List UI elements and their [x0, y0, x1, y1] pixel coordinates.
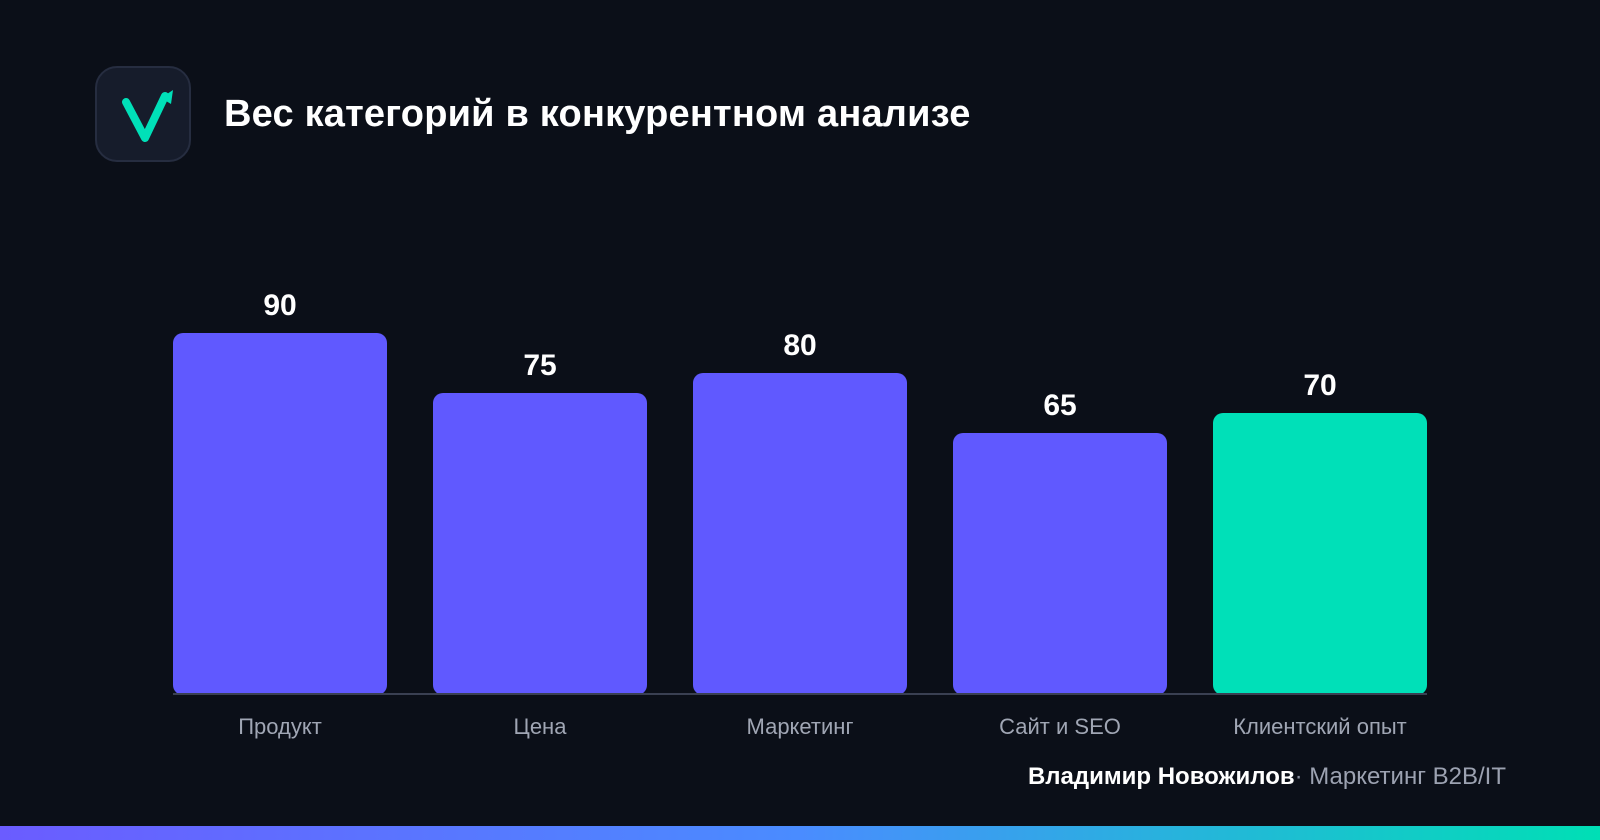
gradient-stripe [0, 826, 1600, 840]
bar [173, 333, 387, 695]
author-role: Маркетинг B2B/IT [1309, 763, 1506, 790]
bar-value-label: 65 [1043, 389, 1076, 422]
bar-value-label: 75 [523, 349, 556, 382]
bar [1213, 413, 1427, 695]
bar [433, 393, 647, 695]
author-name: Владимир Новожилов [1027, 763, 1295, 790]
bar-value-label: 90 [263, 289, 296, 322]
bar-value-label: 70 [1303, 369, 1336, 402]
checkmark-arrow-icon [122, 90, 173, 142]
category-label: Клиентский опыт [1233, 714, 1407, 739]
category-label: Сайт и SEO [999, 714, 1121, 739]
bar-value-label: 80 [783, 329, 816, 362]
logo [95, 66, 191, 162]
footer-separator: · [1294, 763, 1303, 790]
category-label: Маркетинг [747, 714, 854, 739]
category-label: Продукт [238, 714, 322, 739]
bar-chart: 90 Продукт 75 Цена 80 Маркетинг 65 Сайт и SEO 70… [173, 289, 1427, 739]
bar [953, 433, 1167, 695]
bar [693, 373, 907, 695]
category-label: Цена [514, 714, 568, 739]
footer-credit: Владимир Новожилов· Маркетинг B2B/IT [1028, 762, 1506, 792]
page-title: Вес категорий в конкурентном анализе [224, 93, 971, 135]
